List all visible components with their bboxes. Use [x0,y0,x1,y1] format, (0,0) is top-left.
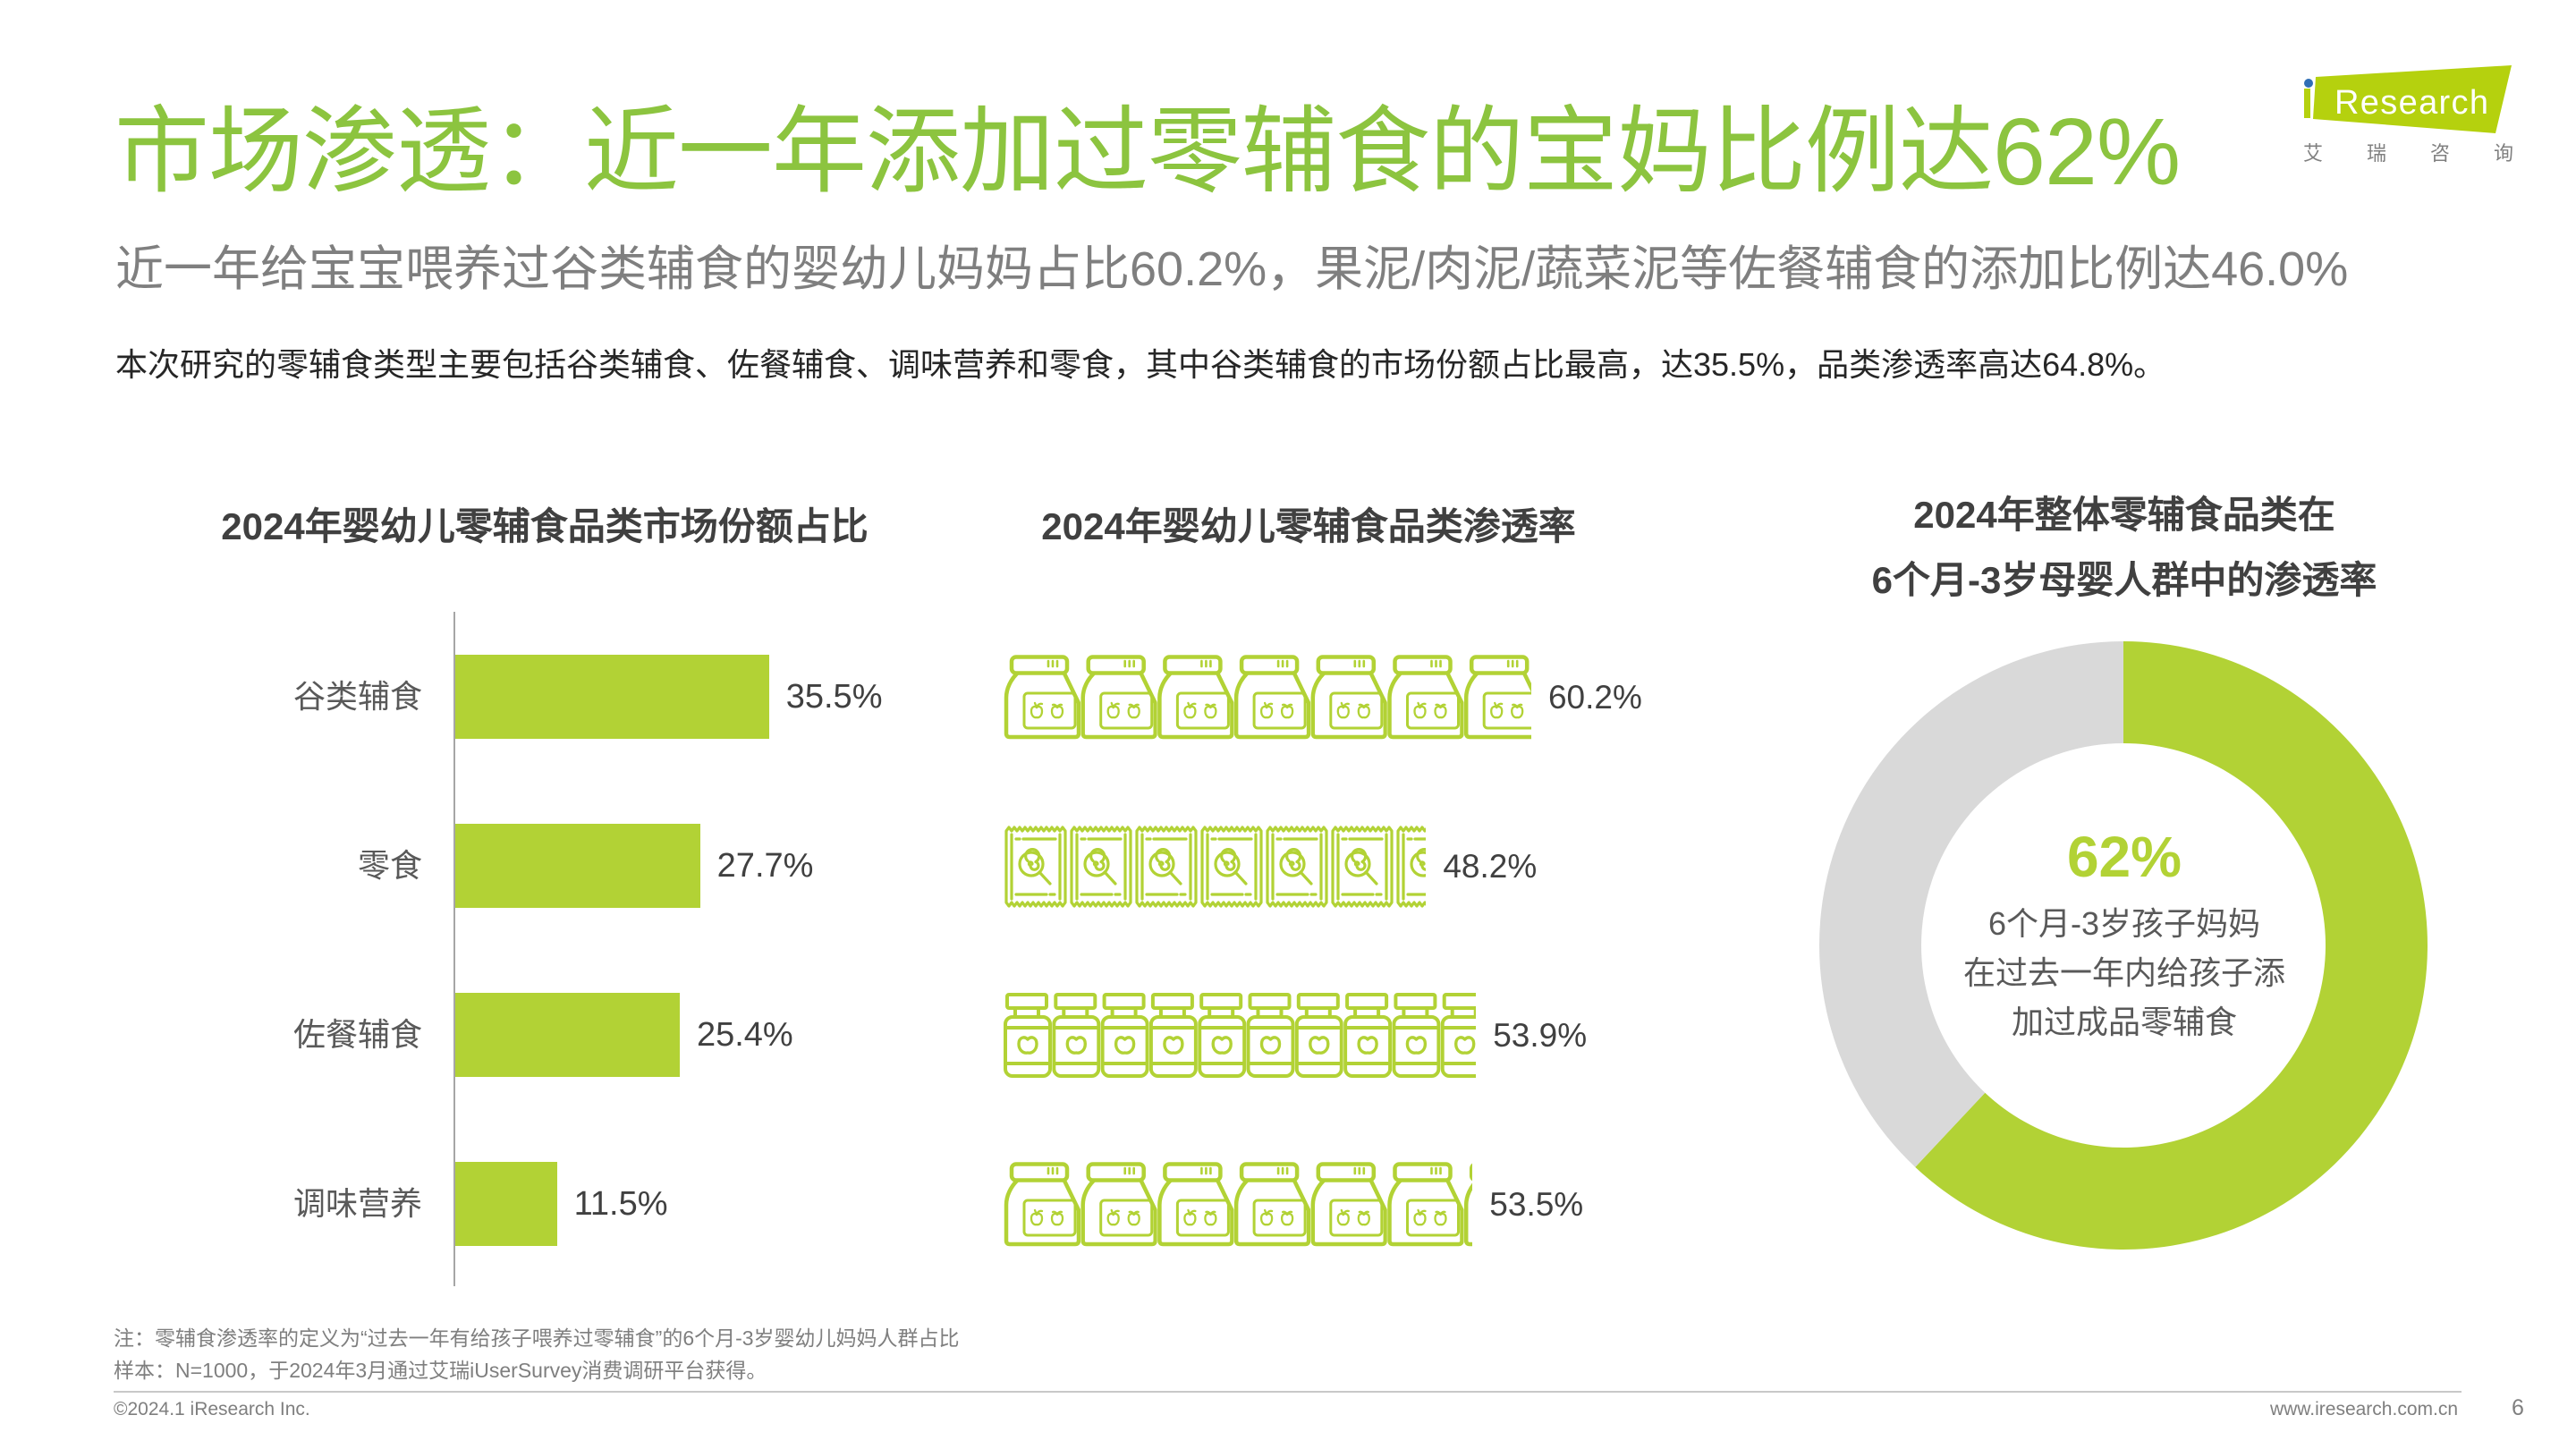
pictogram-bar [1004,993,1477,1079]
page-subtitle: 近一年给宝宝喂养过谷类辅食的婴幼儿妈妈占比60.2%，果泥/肉泥/蔬菜泥等佐餐辅… [115,242,2349,296]
iresearch-logo: Research [2304,65,2512,133]
baby-food-jar-icon [1392,993,1441,1078]
lollipop-snack-bag-icon [1004,826,1067,908]
logo-i-stem [2304,89,2310,118]
logo-tagline: 艾瑞咨询 [2303,142,2558,165]
market-share-chart-title: 2024年婴幼儿零辅食品类市场份额占比 [221,505,869,547]
category-label: 调味营养 [292,1185,422,1222]
fruit-jar-icon [1466,1165,1472,1245]
baby-food-jar-icon [1246,993,1295,1078]
baby-food-jar-icon [1440,993,1477,1078]
footer-divider [114,1391,2462,1393]
baby-food-jar-icon [1100,993,1149,1078]
pictogram-value-label: 53.5% [1489,1186,1584,1223]
baby-food-jar-icon [1198,993,1247,1078]
fruit-jar-icon [1159,657,1232,738]
summary-text: 本次研究的零辅食类型主要包括谷类辅食、佐餐辅食、调味营养和零食，其中谷类辅食的市… [115,346,2166,383]
fruit-jar-icon [1390,1165,1462,1245]
logo-wordmark: Research [2334,84,2488,122]
fruit-jar-icon [1466,657,1531,738]
page-number: 6 [2512,1395,2524,1420]
donut-center-value: 62% [2066,825,2182,889]
pictogram-icons [1004,993,1477,1078]
fruit-jar-icon [1236,1165,1309,1245]
donut-chart [1818,641,2428,1250]
pictogram-icons [1004,655,1531,741]
donut-center-text-line: 在过去一年内给孩子添 [1962,954,2285,991]
category-axis-line [453,612,455,1286]
logo-i-dot [2304,79,2313,88]
bar-value-label: 25.4% [696,1016,793,1054]
bar-value-label: 27.7% [716,847,814,885]
bar-value-label: 11.5% [573,1185,668,1223]
logo-banner-shape [2313,65,2512,133]
baby-food-jar-icon [1294,993,1343,1078]
penetration-chart-title: 2024年婴幼儿零辅食品类渗透率 [1041,505,1576,547]
fruit-jar-icon [1083,657,1156,738]
pictogram-value-label: 60.2% [1547,679,1642,716]
pictogram-bar [1004,824,1427,910]
pictogram-bar [1004,655,1531,741]
lollipop-snack-bag-icon [1266,826,1328,908]
bar [455,824,700,908]
baby-food-jar-icon [1052,993,1101,1078]
fruit-jar-icon [1313,657,1385,738]
pictogram-bar [1004,1162,1472,1248]
fruit-jar-icon [1390,657,1462,738]
lollipop-snack-bag-icon [1135,826,1198,908]
fruit-jar-icon [1083,1165,1156,1245]
pictogram-icons [1004,826,1427,908]
donut-slice [1915,641,2428,1250]
donut-center-text-line: 6个月-3岁孩子妈妈 [1987,905,2261,942]
donut-chart-title-line-2: 6个月-3岁母婴人群中的渗透率 [1871,559,2377,601]
footnote-definition: 注：零辅食渗透率的定义为“过去一年有给孩子喂养过零辅食”的6个月-3岁婴幼儿妈妈… [114,1326,960,1350]
fruit-jar-icon [1006,657,1079,738]
fruit-jar-icon [1006,1165,1079,1245]
pictogram-value-label: 53.9% [1493,1017,1588,1054]
donut-slice [1818,641,2123,1167]
lollipop-snack-bag-icon [1070,826,1132,908]
baby-food-jar-icon [1004,993,1052,1078]
bar [455,655,769,739]
category-label: 佐餐辅食 [292,1016,422,1053]
lollipop-snack-bag-icon [1396,826,1427,908]
donut-center-text-line: 加过成品零辅食 [2011,1004,2237,1040]
pictogram-icons [1004,1162,1472,1248]
fruit-jar-icon [1313,1165,1385,1245]
bar [455,1162,557,1246]
bar [455,993,680,1077]
footer-website-link[interactable]: www.iresearch.com.cn [2269,1399,2458,1419]
baby-food-jar-icon [1343,993,1393,1078]
lollipop-snack-bag-icon [1331,826,1394,908]
category-label: 零食 [357,847,422,884]
pictogram-value-label: 48.2% [1443,848,1538,885]
footer-copyright: ©2024.1 iResearch Inc. [114,1399,310,1419]
baby-food-jar-icon [1148,993,1198,1078]
category-label: 谷类辅食 [292,678,422,715]
page-title: 市场渗透：近一年添加过零辅食的宝妈比例达62% [114,99,2181,205]
fruit-jar-icon [1236,657,1309,738]
fruit-jar-icon [1159,1165,1232,1245]
bar-value-label: 35.5% [785,678,883,716]
donut-chart-title-line-1: 2024年整体零辅食品类在 [1913,494,2335,536]
lollipop-snack-bag-icon [1200,826,1263,908]
footnote-sample: 样本：N=1000，于2024年3月通过艾瑞iUserSurvey消费调研平台获… [114,1359,767,1382]
